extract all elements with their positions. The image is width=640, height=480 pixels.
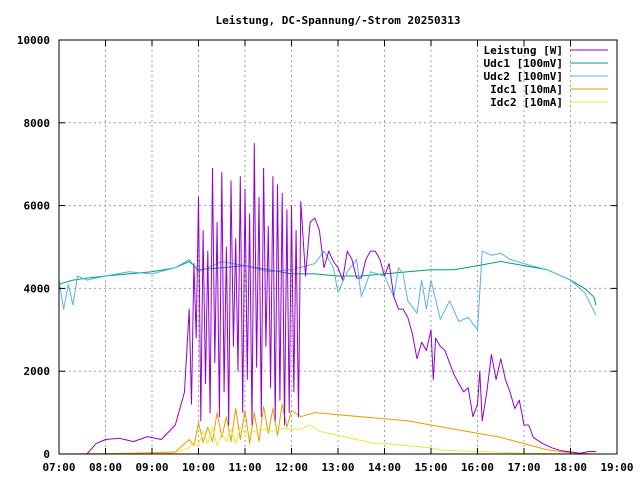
legend-label: Udc2 [100mV] — [484, 70, 563, 83]
legend-label: Idc2 [10mA] — [490, 96, 563, 109]
y-tick-label: 6000 — [24, 200, 51, 213]
x-tick-label: 18:00 — [554, 461, 587, 474]
x-tick-label: 11:00 — [228, 461, 261, 474]
x-tick-label: 07:00 — [42, 461, 75, 474]
series-line-1 — [58, 261, 597, 306]
series-line-2 — [58, 250, 597, 331]
y-tick-label: 8000 — [24, 117, 51, 130]
x-tick-label: 15:00 — [414, 461, 447, 474]
y-tick-label: 10000 — [17, 34, 50, 47]
x-tick-label: 14:00 — [368, 461, 401, 474]
x-tick-label: 13:00 — [321, 461, 354, 474]
y-tick-label: 2000 — [24, 365, 51, 378]
x-tick-label: 12:00 — [275, 461, 308, 474]
y-tick-label: 4000 — [24, 282, 51, 295]
x-tick-label: 10:00 — [182, 461, 215, 474]
legend-label: Leistung [W] — [484, 44, 563, 57]
series-line-4 — [58, 424, 594, 455]
series-line-3 — [58, 403, 594, 455]
axis-ticks: 07:00 08:00 09:00 10:00 11:00 12:00 13:00 14:00… — [17, 34, 634, 474]
legend-label: Idc1 [10mA] — [490, 83, 563, 96]
x-tick-label: 08:00 — [89, 461, 122, 474]
x-tick-label: 19:00 — [600, 461, 633, 474]
x-tick-label: 17:00 — [507, 461, 540, 474]
x-tick-label: 16:00 — [461, 461, 494, 474]
legend: Leistung [W]Udc1 [100mV]Udc2 [100mV]Idc1… — [484, 44, 608, 109]
series-layer — [58, 143, 597, 455]
chart-title: Leistung, DC-Spannung/-Strom 20250313 — [215, 14, 460, 27]
grid — [59, 40, 617, 454]
x-tick-label: 09:00 — [135, 461, 168, 474]
series-line-0 — [86, 143, 597, 455]
legend-label: Udc1 [100mV] — [484, 57, 563, 70]
y-tick-label: 0 — [43, 448, 50, 461]
